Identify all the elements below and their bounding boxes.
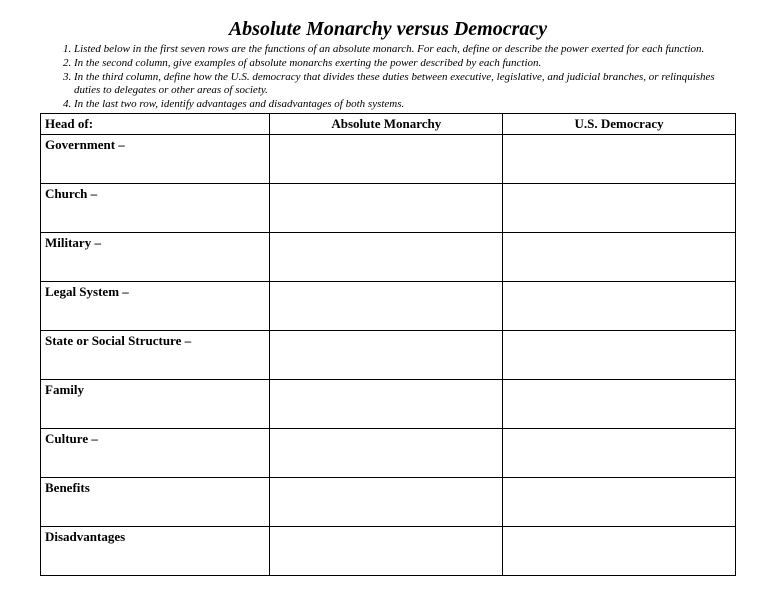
- cell-monarchy: [270, 526, 503, 575]
- worksheet-page: Absolute Monarchy versus Democracy Liste…: [0, 0, 776, 596]
- row-label: State or Social Structure –: [41, 330, 270, 379]
- cell-democracy: [503, 232, 736, 281]
- row-label: Church –: [41, 183, 270, 232]
- cell-monarchy: [270, 330, 503, 379]
- table-row: Military –: [41, 232, 736, 281]
- cell-democracy: [503, 134, 736, 183]
- cell-monarchy: [270, 428, 503, 477]
- cell-democracy: [503, 281, 736, 330]
- cell-democracy: [503, 330, 736, 379]
- cell-monarchy: [270, 477, 503, 526]
- cell-democracy: [503, 477, 736, 526]
- cell-democracy: [503, 526, 736, 575]
- table-row: Family: [41, 379, 736, 428]
- instruction-item: In the third column, define how the U.S.…: [74, 71, 736, 99]
- cell-democracy: [503, 428, 736, 477]
- cell-democracy: [503, 183, 736, 232]
- cell-democracy: [503, 379, 736, 428]
- instruction-item: Listed below in the first seven rows are…: [74, 43, 736, 57]
- cell-monarchy: [270, 379, 503, 428]
- instruction-item: In the last two row, identify advantages…: [74, 98, 736, 112]
- column-header-monarchy: Absolute Monarchy: [270, 113, 503, 134]
- instructions-list: Listed below in the first seven rows are…: [40, 43, 736, 112]
- column-header-headof: Head of:: [41, 113, 270, 134]
- row-label: Culture –: [41, 428, 270, 477]
- cell-monarchy: [270, 183, 503, 232]
- table-row: Disadvantages: [41, 526, 736, 575]
- row-label: Family: [41, 379, 270, 428]
- row-label: Disadvantages: [41, 526, 270, 575]
- page-title: Absolute Monarchy versus Democracy: [40, 18, 736, 41]
- row-label: Government –: [41, 134, 270, 183]
- comparison-table: Head of: Absolute Monarchy U.S. Democrac…: [40, 113, 736, 576]
- cell-monarchy: [270, 232, 503, 281]
- cell-monarchy: [270, 134, 503, 183]
- table-row: State or Social Structure –: [41, 330, 736, 379]
- table-row: Government –: [41, 134, 736, 183]
- instruction-item: In the second column, give examples of a…: [74, 57, 736, 71]
- table-row: Legal System –: [41, 281, 736, 330]
- table-row: Church –: [41, 183, 736, 232]
- cell-monarchy: [270, 281, 503, 330]
- table-row: Benefits: [41, 477, 736, 526]
- row-label: Military –: [41, 232, 270, 281]
- column-header-democracy: U.S. Democracy: [503, 113, 736, 134]
- row-label: Legal System –: [41, 281, 270, 330]
- table-row: Culture –: [41, 428, 736, 477]
- table-header-row: Head of: Absolute Monarchy U.S. Democrac…: [41, 113, 736, 134]
- row-label: Benefits: [41, 477, 270, 526]
